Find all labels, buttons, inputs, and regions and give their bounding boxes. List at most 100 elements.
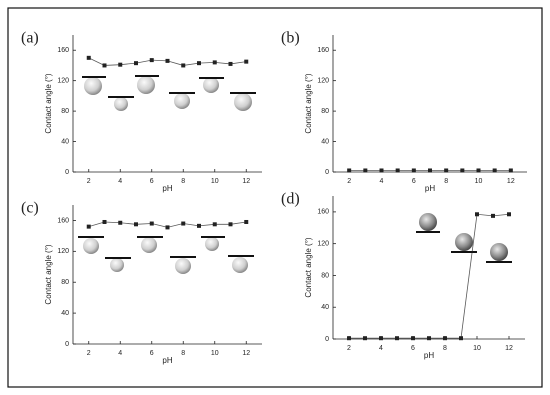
data-point xyxy=(118,220,123,225)
x-tick-label: 8 xyxy=(181,350,185,357)
x-tick-label: 2 xyxy=(347,345,351,352)
data-point xyxy=(379,336,383,341)
x-axis-label: pH xyxy=(162,356,172,365)
x-tick-label: 6 xyxy=(150,178,154,185)
droplet-insets xyxy=(78,75,512,274)
data-point xyxy=(491,213,495,218)
x-tick-label: 6 xyxy=(150,350,154,357)
data-point xyxy=(149,221,154,226)
x-axis-label: pH xyxy=(162,184,172,193)
panel-label: (a) xyxy=(21,30,39,47)
data-point xyxy=(411,168,416,173)
data-point xyxy=(492,168,497,173)
data-point xyxy=(165,225,170,230)
y-axis-label: Contact angle (°) xyxy=(304,237,313,297)
data-point xyxy=(118,62,123,67)
y-tick-label: 160 xyxy=(57,47,69,54)
y-tick-label: 0 xyxy=(65,169,69,176)
x-tick-label: 12 xyxy=(242,178,250,185)
x-tick-label: 4 xyxy=(380,178,384,185)
x-tick-label: 12 xyxy=(507,178,515,185)
y-tick-label: 160 xyxy=(317,209,329,216)
y-tick-label: 40 xyxy=(321,304,329,311)
data-point xyxy=(508,168,513,173)
data-point xyxy=(459,336,463,341)
x-tick-label: 10 xyxy=(473,345,481,352)
y-tick-label: 160 xyxy=(317,47,329,54)
data-point xyxy=(428,168,432,173)
data-point xyxy=(86,55,91,60)
x-axis-label: pH xyxy=(425,184,435,193)
y-tick-label: 40 xyxy=(321,138,329,145)
data-point xyxy=(347,336,351,341)
data-point xyxy=(379,168,384,173)
y-tick-label: 0 xyxy=(325,169,329,176)
x-tick-label: 2 xyxy=(87,178,91,185)
data-point xyxy=(197,61,201,66)
data-point xyxy=(443,336,447,341)
data-point xyxy=(149,58,154,63)
data-point xyxy=(475,212,479,217)
y-tick-label: 80 xyxy=(321,272,329,279)
data-point xyxy=(102,219,107,224)
x-tick-label: 2 xyxy=(87,350,91,357)
data-point xyxy=(244,219,249,224)
y-tick-label: 160 xyxy=(57,217,69,224)
panel-label: (b) xyxy=(281,30,300,47)
y-axis-label: Contact angle (°) xyxy=(304,73,313,133)
data-point xyxy=(363,168,368,173)
data-point xyxy=(395,336,399,341)
data-point xyxy=(411,336,415,341)
x-tick-label: 4 xyxy=(379,345,383,352)
x-axis-label: pH xyxy=(424,351,434,360)
data-point xyxy=(347,168,352,173)
data-point xyxy=(212,222,217,227)
y-tick-label: 120 xyxy=(57,248,69,255)
data-point xyxy=(212,60,217,65)
y-axis-label: Contact angle (°) xyxy=(44,244,53,304)
data-point xyxy=(460,168,465,173)
x-tick-label: 6 xyxy=(412,178,416,185)
data-point xyxy=(197,223,201,228)
data-point xyxy=(181,63,186,68)
x-tick-label: 8 xyxy=(181,178,185,185)
x-tick-label: 12 xyxy=(242,350,250,357)
x-tick-label: 4 xyxy=(118,178,122,185)
panel-label: (c) xyxy=(21,200,39,217)
data-point xyxy=(427,336,431,341)
data-point xyxy=(102,63,107,68)
x-tick-label: 12 xyxy=(505,345,513,352)
x-tick-label: 6 xyxy=(411,345,415,352)
x-tick-label: 10 xyxy=(475,178,483,185)
y-tick-label: 120 xyxy=(57,78,69,85)
data-point xyxy=(507,212,511,217)
data-point xyxy=(395,168,400,173)
data-point xyxy=(228,61,233,66)
y-tick-label: 40 xyxy=(61,310,69,317)
y-tick-label: 0 xyxy=(65,341,69,348)
data-point xyxy=(363,336,367,341)
x-tick-label: 4 xyxy=(118,350,122,357)
y-tick-label: 120 xyxy=(317,241,329,248)
y-tick-label: 80 xyxy=(321,108,329,115)
x-tick-label: 2 xyxy=(347,178,351,185)
frame xyxy=(7,7,543,388)
panel-label: (d) xyxy=(281,191,300,208)
x-tick-label: 8 xyxy=(444,178,448,185)
data-point xyxy=(86,224,91,229)
y-tick-label: 80 xyxy=(61,279,69,286)
data-point xyxy=(134,61,138,66)
data-point xyxy=(228,222,233,227)
x-tick-label: 10 xyxy=(211,350,219,357)
y-tick-label: 120 xyxy=(317,78,329,85)
data-point xyxy=(476,168,481,173)
data-point xyxy=(165,58,170,63)
y-tick-label: 40 xyxy=(61,138,69,145)
data-point xyxy=(181,221,186,226)
y-tick-label: 80 xyxy=(61,108,69,115)
data-point xyxy=(244,59,249,64)
y-axis-label: Contact angle (°) xyxy=(44,73,53,133)
data-point xyxy=(444,168,449,173)
data-point xyxy=(134,222,138,227)
